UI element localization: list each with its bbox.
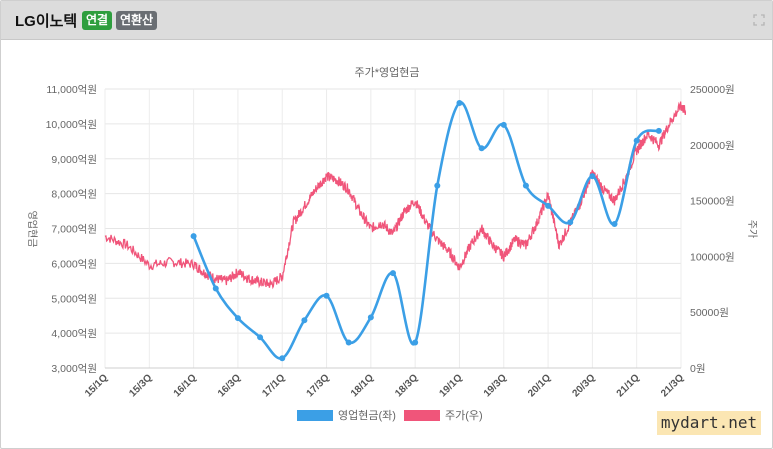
right-tick-label: 200000원 bbox=[690, 140, 735, 152]
left-axis: 3,000억원 4,000억원 5,000억원 6,000억원 7,000억원 8,000… bbox=[46, 84, 97, 375]
right-axis: 0원 50000원 100000원 150000원 200000원 250000원 bbox=[690, 84, 735, 375]
operating-cash-point[interactable] bbox=[279, 355, 286, 362]
operating-cash-point[interactable] bbox=[301, 317, 308, 324]
x-tick-label: 17/3Q bbox=[305, 372, 332, 399]
operating-cash-point[interactable] bbox=[257, 334, 264, 341]
right-tick-label: 50000원 bbox=[690, 307, 729, 319]
operating-cash-point[interactable] bbox=[390, 270, 396, 277]
panel-header: LG이노텍 연결 연환산 bbox=[1, 1, 772, 40]
x-axis: 15/1Q 15/3Q 16/1Q 16/3Q 17/1Q 17/3Q 18/1Q 18/3Q… bbox=[83, 372, 686, 399]
x-tick-label: 20/3Q bbox=[570, 372, 597, 399]
operating-cash-point[interactable] bbox=[412, 339, 419, 346]
grid bbox=[104, 88, 682, 369]
left-tick-label: 8,000억원 bbox=[51, 189, 97, 201]
legend-item-stock-price[interactable]: 주가(우) bbox=[404, 409, 483, 422]
operating-cash-point[interactable] bbox=[478, 145, 485, 152]
x-tick-label: 20/1Q bbox=[526, 372, 553, 399]
legend-label-stock-price: 주가(우) bbox=[445, 409, 483, 422]
left-tick-label: 4,000억원 bbox=[51, 328, 97, 340]
company-name: LG이노텍 bbox=[15, 13, 78, 30]
operating-cash-point[interactable] bbox=[545, 202, 552, 209]
consolidated-badge[interactable]: 연결 bbox=[82, 11, 113, 30]
left-tick-label: 7,000억원 bbox=[51, 224, 97, 236]
x-tick-label: 16/3Q bbox=[216, 372, 243, 399]
operating-cash-point[interactable] bbox=[323, 292, 330, 299]
annualized-badge[interactable]: 연환산 bbox=[116, 11, 158, 30]
x-tick-label: 18/3Q bbox=[393, 372, 420, 399]
x-tick-label: 18/1Q bbox=[349, 372, 376, 399]
left-axis-label: 영업현금 bbox=[26, 211, 39, 248]
operating-cash-point[interactable] bbox=[234, 315, 241, 322]
series-layer bbox=[104, 99, 687, 362]
operating-cash-point[interactable] bbox=[190, 233, 197, 240]
operating-cash-point[interactable] bbox=[500, 121, 507, 128]
legend-item-operating-cash[interactable]: 영업현금(좌) bbox=[297, 409, 396, 422]
legend-label-operating-cash: 영업현금(좌) bbox=[338, 409, 396, 422]
left-tick-label: 9,000억원 bbox=[51, 154, 97, 166]
legend-swatch-operating-cash bbox=[297, 410, 333, 421]
x-tick-label: 16/1Q bbox=[172, 372, 199, 399]
operating-cash-point[interactable] bbox=[522, 182, 529, 189]
x-tick-label: 21/3Q bbox=[659, 372, 686, 399]
x-tick-label: 15/3Q bbox=[127, 372, 154, 399]
right-tick-label: 150000원 bbox=[690, 196, 735, 208]
x-tick-label: 19/3Q bbox=[482, 372, 509, 399]
stock-price-line bbox=[104, 101, 687, 290]
left-tick-label: 10,000억원 bbox=[46, 119, 97, 131]
operating-cash-point[interactable] bbox=[611, 220, 618, 227]
x-tick-label: 15/1Q bbox=[83, 372, 110, 399]
x-tick-label: 17/1Q bbox=[260, 372, 287, 399]
watermark: mydart.net bbox=[657, 411, 761, 435]
x-tick-label: 19/1Q bbox=[438, 372, 465, 399]
operating-cash-point[interactable] bbox=[567, 219, 574, 226]
operating-cash-point[interactable] bbox=[367, 314, 374, 321]
operating-cash-point[interactable] bbox=[434, 182, 441, 189]
left-tick-label: 6,000억원 bbox=[51, 258, 97, 270]
chart: 주가*영업현금 3,000억원 4,000억원 5,000억원 6,000억원 7,00… bbox=[26, 66, 758, 422]
legend: 영업현금(좌) 주가(우) bbox=[297, 409, 483, 422]
operating-cash-point[interactable] bbox=[456, 99, 463, 106]
right-tick-label: 100000원 bbox=[690, 251, 735, 263]
left-tick-label: 11,000억원 bbox=[46, 84, 97, 96]
right-axis-label: 주가 bbox=[746, 220, 758, 238]
legend-swatch-stock-price bbox=[404, 410, 440, 421]
x-tick-label: 21/1Q bbox=[615, 372, 642, 399]
operating-cash-line bbox=[192, 101, 660, 360]
right-tick-label: 0원 bbox=[690, 363, 706, 375]
chart-title: 주가*영업현금 bbox=[354, 66, 419, 79]
operating-cash-point[interactable] bbox=[212, 285, 219, 292]
operating-cash-point[interactable] bbox=[589, 173, 596, 180]
left-tick-label: 3,000억원 bbox=[51, 363, 97, 375]
expand-icon[interactable] bbox=[753, 14, 765, 26]
operating-cash-point[interactable] bbox=[655, 127, 662, 134]
right-tick-label: 250000원 bbox=[690, 84, 735, 96]
operating-cash-point[interactable] bbox=[345, 339, 352, 346]
operating-cash-point[interactable] bbox=[633, 137, 640, 144]
left-tick-label: 5,000억원 bbox=[51, 293, 97, 305]
